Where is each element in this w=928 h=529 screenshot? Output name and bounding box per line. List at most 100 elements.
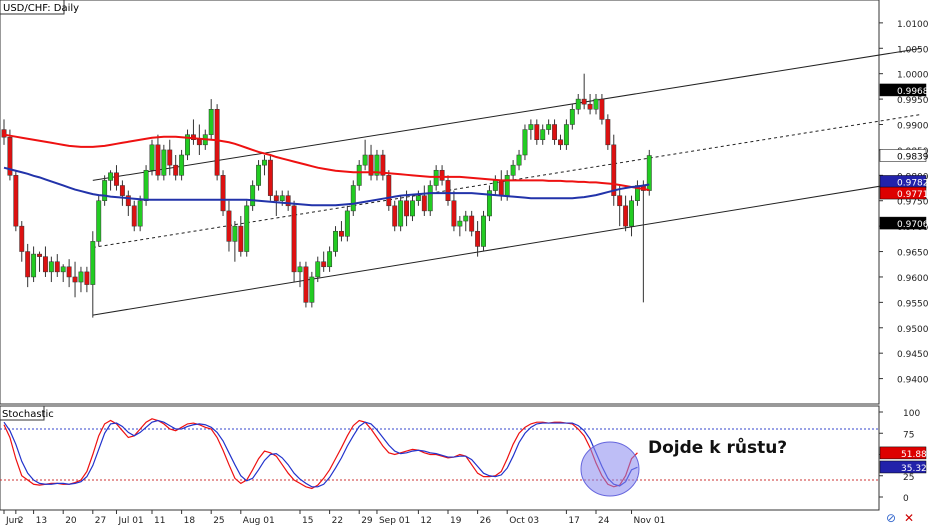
candle-body (143, 169, 149, 201)
candle-body (475, 230, 481, 247)
time-tick-label: 18 (184, 516, 196, 526)
time-tick-label: Jun (5, 516, 20, 526)
time-tick-label: 29 (361, 516, 373, 526)
candle-body (196, 139, 202, 146)
stoch-label: 51.88 (901, 450, 927, 460)
stoch-label-box (879, 446, 927, 460)
candle-body (646, 155, 652, 191)
candle-body (599, 98, 605, 120)
price-tick-label: 0.9400 (897, 376, 928, 386)
candle-body (492, 180, 498, 191)
time-tick-label: 24 (598, 516, 610, 526)
candle-body (546, 124, 552, 130)
candles (1, 73, 652, 318)
stoch-tick-label: 0 (903, 494, 909, 504)
candle-body (563, 124, 569, 146)
candle-body (593, 98, 599, 110)
time-tick-label: 17 (568, 516, 579, 526)
candle-body (250, 185, 256, 207)
candle-body (398, 200, 404, 227)
candle-body (256, 164, 262, 186)
candle-body (167, 149, 173, 166)
candle-body (279, 195, 285, 201)
candle-body (208, 109, 214, 135)
candle-body (623, 205, 629, 227)
candle-body (149, 144, 155, 171)
stoch-title-box: Stochastic (0, 405, 54, 421)
time-tick-label: 12 (420, 516, 431, 526)
time-tick-label: Jul 01 (117, 516, 143, 526)
candle-body (72, 276, 78, 283)
time-tick-label: 20 (65, 516, 77, 526)
stoch-tick-label: 75 (903, 430, 914, 440)
price-label: 0.9706 (897, 220, 928, 230)
stoch-labels: 51.88 35.32 (879, 446, 927, 474)
main-title-box: USD/CHF: Daily (0, 0, 79, 15)
candle-body (291, 205, 297, 273)
candle-body (451, 200, 457, 227)
candle-body (356, 164, 362, 186)
price-label: 0.9771 (897, 190, 928, 200)
candle-body (131, 205, 137, 227)
price-tick-label: 1.0050 (897, 45, 928, 55)
main-title: USD/CHF: Daily (3, 3, 79, 14)
candle-body (54, 261, 60, 273)
time-tick-label: 13 (36, 516, 47, 526)
candle-body (315, 261, 321, 278)
time-tick-label: 19 (450, 516, 462, 526)
price-label-box (879, 149, 927, 162)
candle-body (404, 200, 410, 217)
chart-tools[interactable]: ⊘ ✕ (886, 511, 914, 525)
candle-body (13, 175, 19, 227)
channel-upper (92, 47, 922, 181)
candle-body (368, 154, 374, 176)
candle-body (78, 271, 84, 283)
candle-body (528, 124, 534, 130)
candle-body (575, 98, 581, 110)
candle-body (60, 266, 66, 273)
candle-body (463, 215, 469, 222)
time-tick-label: Sep 01 (379, 516, 410, 526)
candle-body (552, 124, 558, 140)
ma-red-line (3, 133, 650, 192)
candle-body (510, 164, 516, 176)
close-icon[interactable]: ✕ (904, 511, 914, 525)
candle-body (439, 169, 445, 181)
price-labels: 0.9968 0.9839 0.9782 0.9771 0.9706 (879, 83, 928, 230)
candle-body (232, 225, 238, 242)
candle-body (42, 256, 48, 273)
price-tick-label: 0.9600 (897, 274, 928, 284)
candle-body (338, 230, 344, 237)
candle-body (238, 225, 244, 252)
main-panel (0, 0, 880, 405)
price-tick-label: 0.9750 (897, 198, 928, 208)
time-tick-label: Aug 01 (243, 516, 275, 526)
price-label: 0.9968 (897, 87, 928, 97)
candle-body (108, 172, 114, 181)
time-tick-label: Oct 03 (509, 516, 539, 526)
candle-body (481, 215, 486, 247)
candle-body (226, 210, 232, 242)
candle-body (25, 251, 31, 278)
stoch-d-line (3, 419, 638, 488)
candle-body (114, 172, 119, 186)
candle-body (498, 180, 504, 196)
candle-body (558, 139, 563, 146)
candle-body (297, 266, 303, 273)
candle-body (179, 154, 185, 176)
candle-body (84, 271, 90, 285)
candle-body (569, 109, 575, 125)
stoch-title: Stochastic (2, 409, 54, 420)
candle-body (267, 159, 273, 196)
ma-blue-line (3, 166, 650, 207)
candle-body (96, 200, 102, 242)
candle-body (445, 180, 451, 201)
candle-body (273, 195, 279, 201)
candle-body (161, 149, 167, 176)
time-tick-label: 22 (332, 516, 343, 526)
candle-body (486, 190, 492, 217)
link-icon[interactable]: ⊘ (886, 511, 896, 525)
candle-body (309, 276, 315, 303)
price-label-box (879, 216, 927, 230)
